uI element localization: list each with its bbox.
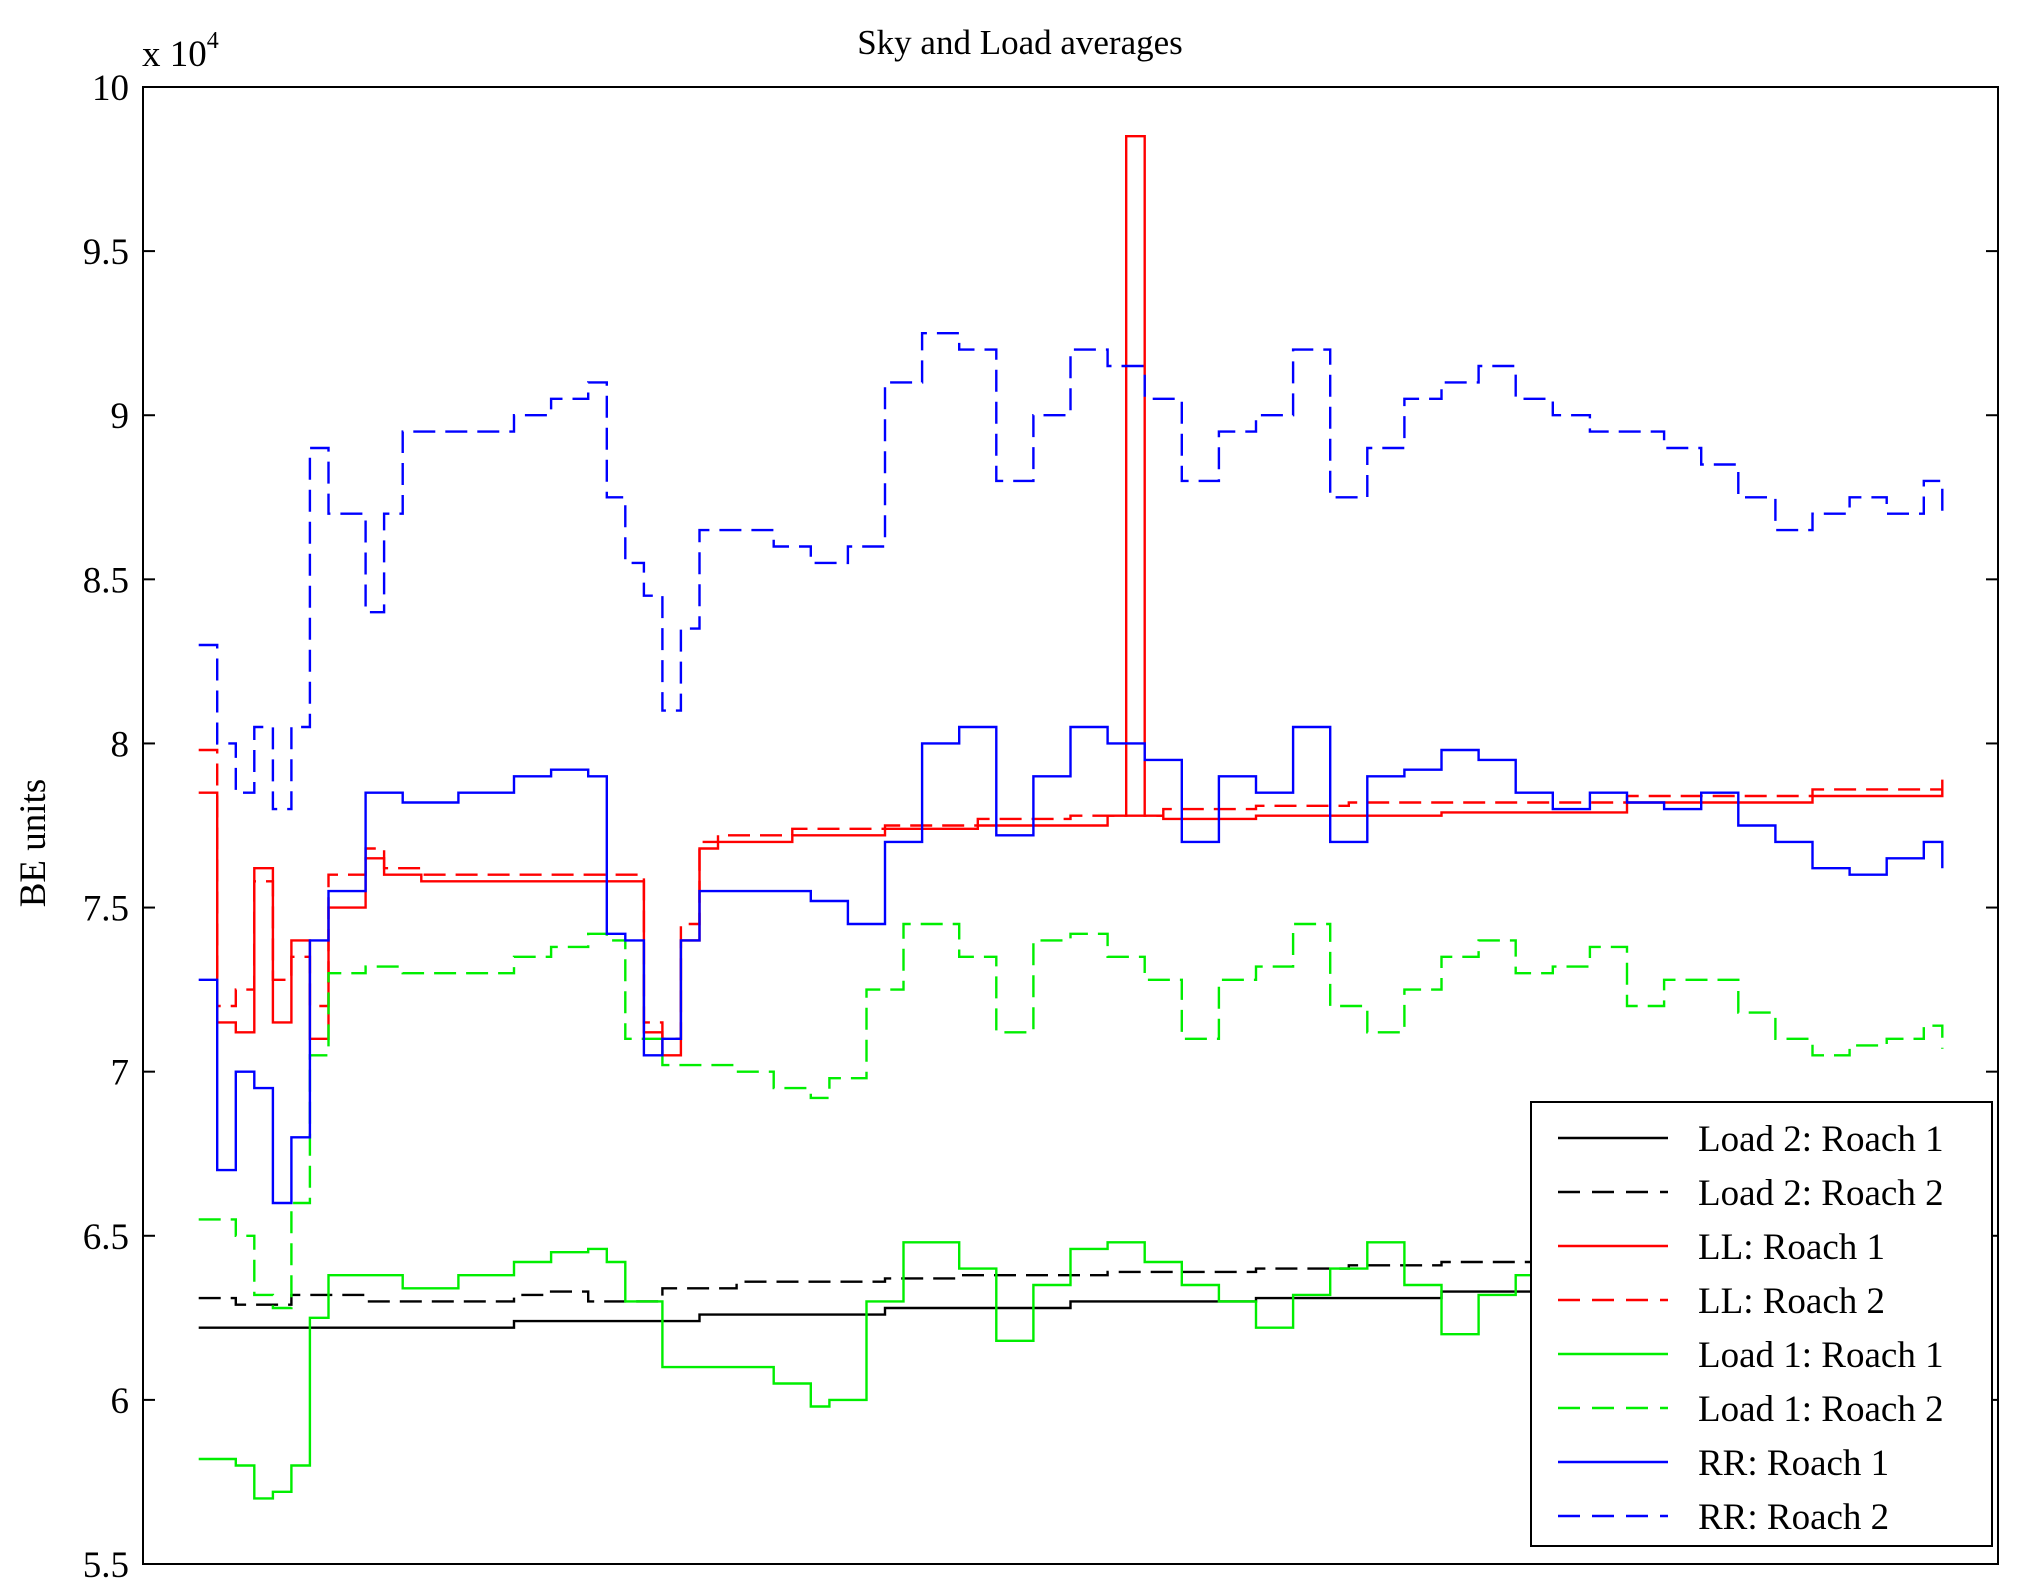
y-tick-label: 5.5 [83, 1545, 129, 1586]
series-layer [198, 135, 1944, 1500]
y-multiplier: x 104 [142, 28, 219, 75]
plot-frame [142, 86, 1999, 1565]
legend-label-2: LL: Roach 1 [1698, 1227, 1885, 1268]
series-line-5 [198, 922, 1944, 1310]
legend-label-1: Load 2: Roach 2 [1698, 1173, 1944, 1214]
y-axis-label: BE units [13, 779, 54, 908]
y-tick-label: 6.5 [83, 1217, 129, 1258]
y-tick-label: 8 [111, 724, 130, 765]
y-tick-label: 9.5 [83, 232, 129, 273]
legend-label-7: RR: Roach 2 [1698, 1497, 1889, 1538]
y-tick-label: 8.5 [83, 560, 129, 601]
y-tick-label: 9 [111, 396, 130, 437]
chart-title: Sky and Load averages [857, 23, 1183, 62]
series-line-6 [198, 725, 1944, 1205]
y-tick-label: 10 [92, 68, 129, 109]
y-tick-label: 7 [111, 1053, 130, 1094]
series-line-2 [198, 135, 1944, 1057]
series-line-1 [198, 1257, 1944, 1306]
y-tick-label: 7.5 [83, 889, 129, 930]
legend-label-0: Load 2: Roach 1 [1698, 1119, 1944, 1160]
y-tick-label: 6 [111, 1381, 130, 1422]
axes-ticks: 5.5 6 6.5 7 7.5 8 8.5 9 9.5 10 [83, 68, 1998, 1586]
legend: Load 2: Roach 1 Load 2: Roach 2 LL: Roach … [1530, 1101, 1993, 1547]
legend-box [1530, 1101, 1993, 1547]
legend-label-5: Load 1: Roach 2 [1698, 1389, 1944, 1430]
legend-label-3: LL: Roach 2 [1698, 1281, 1885, 1322]
y-multiplier-exponent: 4 [207, 28, 219, 54]
legend-label-6: RR: Roach 1 [1698, 1443, 1889, 1484]
legend-label-4: Load 1: Roach 1 [1698, 1335, 1944, 1376]
